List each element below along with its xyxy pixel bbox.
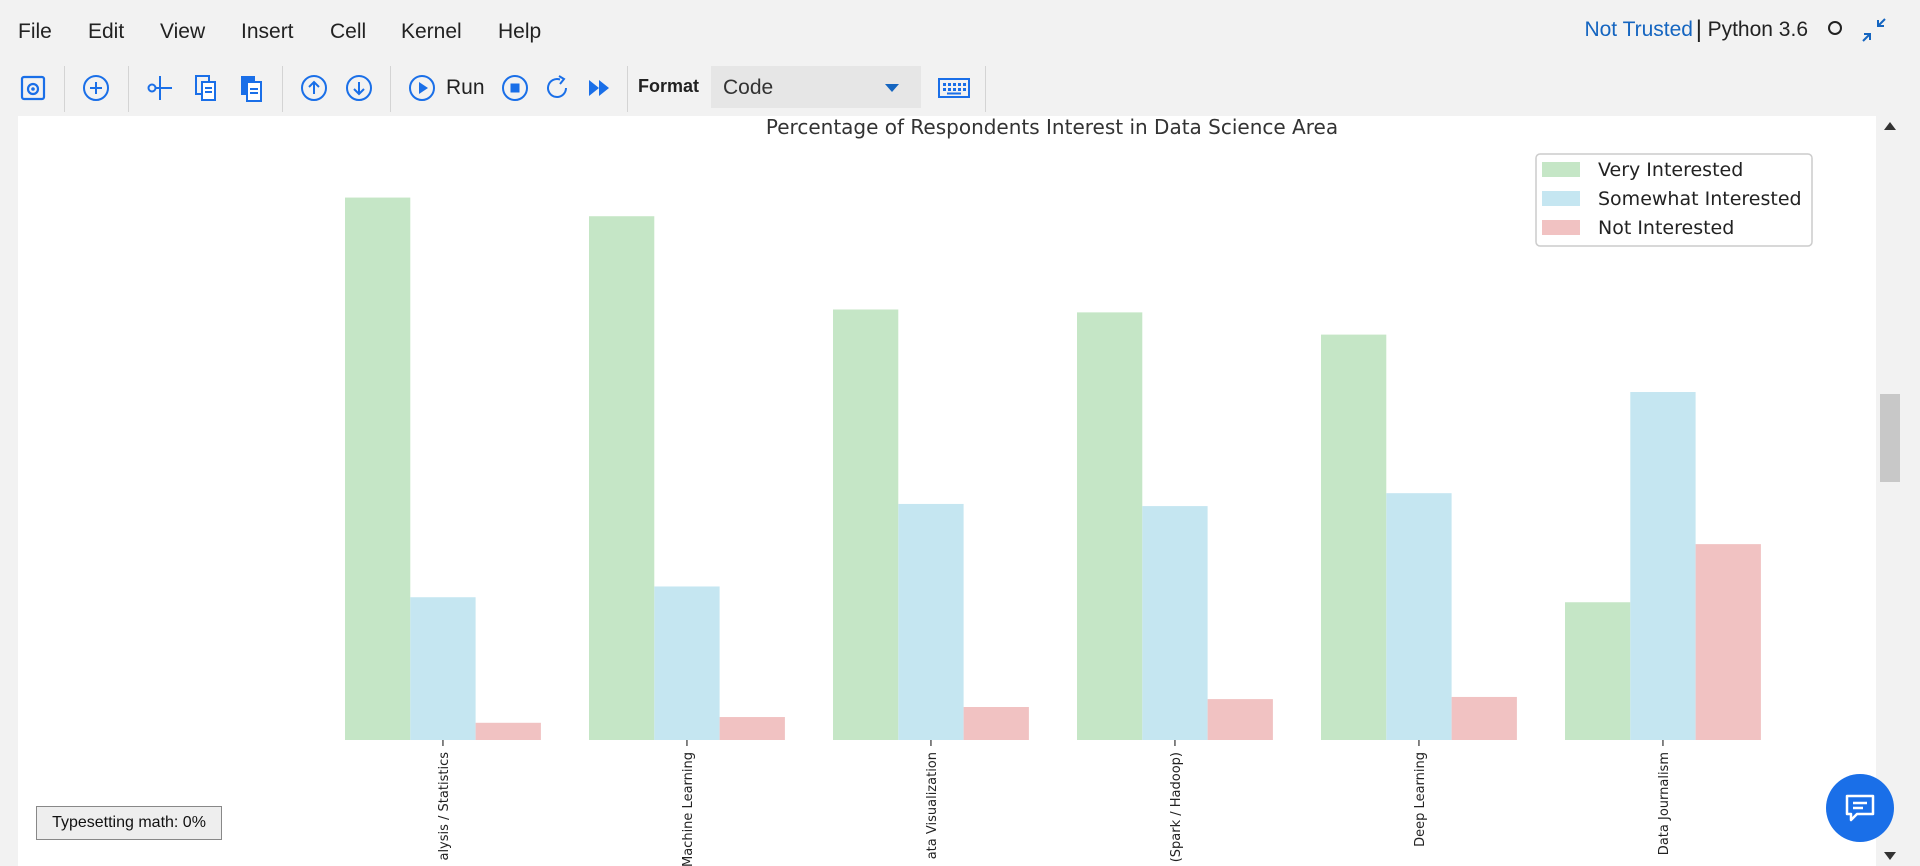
menu-kernel[interactable]: Kernel [401,20,462,43]
save-icon [20,75,46,101]
insert-cell-button[interactable] [80,72,112,104]
cut-button[interactable] [144,72,176,104]
x-tick-label-2: ata Visualization [925,752,940,859]
bar-very-interested-4 [1321,334,1387,740]
arrow-up-circle-icon [301,75,327,101]
mathjax-status: Typesetting math: 0% [36,806,222,840]
bar-somewhat-interested-2 [898,503,964,740]
bar-not-interested-3 [1207,699,1273,740]
bar-very-interested-0 [345,197,411,740]
legend-label-1: Somewhat Interested [1598,188,1802,210]
chevron-down-icon [885,84,899,92]
save-button[interactable] [17,72,49,104]
bar-somewhat-interested-4 [1386,493,1452,740]
keyboard-shortcuts-button[interactable] [936,72,972,104]
bar-somewhat-interested-5 [1630,392,1696,740]
scrollbar-thumb[interactable] [1880,394,1900,482]
run-button[interactable] [406,72,438,104]
chart-legend: Very Interested Somewhat Interested Not In… [1535,153,1813,247]
menu-edit[interactable]: Edit [88,20,125,43]
scroll-up-icon[interactable] [1884,122,1896,130]
scroll-down-icon[interactable] [1884,852,1896,860]
bar-not-interested-0 [475,722,541,740]
scissors-icon [147,76,172,100]
bar-not-interested-4 [1451,696,1517,740]
x-tick-label-0: alysis / Statistics [437,752,452,861]
collapse-icon[interactable] [1860,16,1888,44]
bar-very-interested-2 [833,309,899,740]
legend-frame [1535,153,1813,247]
play-circle-icon [409,75,435,101]
format-label: Format [638,76,700,96]
bar-not-interested-2 [963,706,1029,740]
bar-chart: Percentage of Respondents Interest in Da… [345,116,1813,866]
legend-label-2: Not Interested [1598,217,1734,239]
notebook-scrollbar[interactable] [1876,116,1920,866]
arrow-down-circle-icon [346,75,372,101]
menu-insert[interactable]: Insert [241,20,294,43]
kernel-separator: | [1695,16,1702,43]
chat-icon [1845,794,1875,822]
x-tick-label-1: Machine Learning [681,752,696,866]
cell-type-value: Code [723,76,774,99]
x-tick-label-5: Data Journalism [1657,752,1672,855]
stop-circle-icon [502,75,528,101]
legend-swatch-1 [1542,191,1580,206]
kernel-name: Python 3.6 [1707,18,1808,41]
menu-file[interactable]: File [18,20,52,43]
legend-swatch-0 [1542,162,1580,177]
paste-icon [241,76,262,102]
menu-bar: File Edit View Insert Cell Kernel Help N… [0,0,1920,62]
copy-icon [195,75,216,101]
legend-swatch-2 [1542,220,1580,235]
fast-forward-icon [589,80,609,96]
notebook-output-area: Percentage of Respondents Interest in Da… [18,116,1876,866]
trust-indicator[interactable]: Not Trusted [1584,18,1693,41]
restart-icon [547,75,567,98]
bar-very-interested-5 [1565,602,1631,740]
bar-not-interested-1 [719,717,785,740]
legend-label-0: Very Interested [1598,159,1743,181]
bar-very-interested-3 [1077,312,1143,740]
paste-button[interactable] [235,72,267,104]
cell-type-select[interactable]: Code [711,66,921,108]
bar-somewhat-interested-1 [654,586,720,740]
menu-view[interactable]: View [160,20,206,43]
plus-circle-icon [83,75,109,101]
keyboard-icon [938,78,970,98]
menu-cell[interactable]: Cell [330,20,367,43]
toolbar: Run Format Code [0,62,1920,114]
x-tick-label-4: Deep Learning [1413,752,1428,847]
x-tick-label-3: (Spark / Hadoop) [1169,752,1184,862]
move-up-button[interactable] [298,72,330,104]
run-label[interactable]: Run [446,76,485,99]
menu-help[interactable]: Help [498,20,542,43]
chat-button[interactable] [1826,774,1894,842]
bar-somewhat-interested-3 [1142,506,1208,740]
kernel-idle-icon [1828,21,1842,35]
chart-title: Percentage of Respondents Interest in Da… [766,116,1338,139]
bar-very-interested-1 [589,216,655,741]
move-down-button[interactable] [343,72,375,104]
interrupt-button[interactable] [499,72,531,104]
restart-button[interactable] [542,72,574,104]
run-all-button[interactable] [583,72,615,104]
bar-somewhat-interested-0 [410,597,476,740]
copy-button[interactable] [190,72,222,104]
bar-not-interested-5 [1695,544,1761,740]
